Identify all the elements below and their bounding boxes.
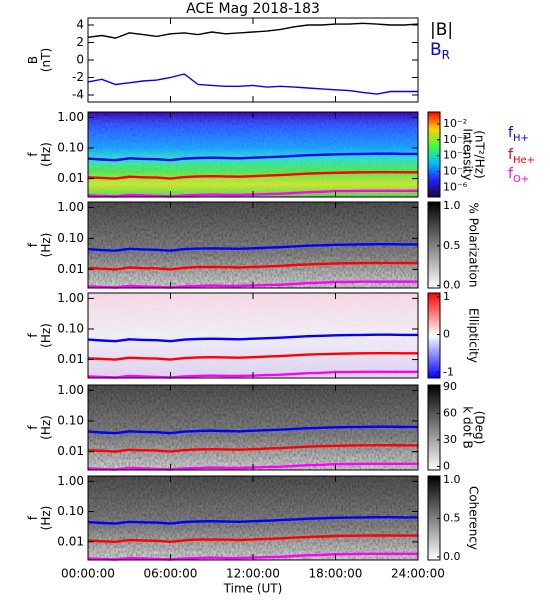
data-line	[87, 425, 418, 435]
y-tick-label: 0.10	[57, 413, 84, 427]
y-axis-label: (nT)	[39, 48, 53, 72]
y-tick-label: 1.00	[57, 383, 84, 397]
y-axis-label: (Hz)	[39, 323, 53, 348]
colorbar-label: % Polarization	[467, 203, 481, 288]
y-axis-label: B	[26, 56, 40, 64]
legend-subscript: R	[442, 48, 450, 62]
colorbar-tick-label: -1	[443, 365, 454, 378]
colorbar-tick-label: 1	[443, 290, 450, 303]
x-tick-label: 12:00:00	[226, 567, 280, 581]
data-line	[87, 534, 418, 544]
data-line	[87, 171, 418, 180]
y-tick-label: 0.01	[57, 534, 84, 548]
data-line	[87, 352, 418, 361]
legend-entry: fH+	[508, 125, 529, 144]
colorbar-label: k dot B	[461, 406, 475, 448]
data-line	[87, 22, 419, 39]
colorbar	[427, 201, 441, 289]
colorbar-label: Intensity	[461, 128, 475, 180]
y-axis-label: (Hz)	[39, 233, 53, 258]
plot-frame	[87, 17, 419, 103]
colorbar-tick-label: 10⁻⁴	[443, 149, 468, 162]
legend-subscript: He+	[513, 155, 535, 166]
y-axis-label: (Hz)	[39, 142, 53, 167]
y-tick-label: 0.10	[57, 231, 84, 245]
colorbar-tick-label: 1.0	[443, 473, 461, 486]
data-line	[87, 516, 418, 525]
y-axis-label: (Hz)	[39, 415, 53, 440]
data-line	[87, 444, 418, 453]
y-axis-label: f	[26, 242, 40, 247]
x-axis-label: Time (UT)	[223, 582, 283, 596]
colorbar	[427, 384, 441, 471]
legend-name: |B|	[430, 20, 453, 40]
legend-name: f	[508, 166, 514, 182]
colorbar-tick-label: 10⁻⁶	[443, 180, 468, 193]
x-tick-label: 06:00:00	[144, 567, 198, 581]
colorbar-tick-label: 0.0	[443, 279, 461, 292]
legend-entry: fHe+	[508, 147, 535, 166]
colorbar-label: (nT²/Hz)	[473, 130, 487, 178]
colorbar-label: Ellipticity	[467, 308, 481, 363]
colorbar-tick-label: 60	[443, 406, 457, 419]
chart-title: ACE Mag 2018-183	[186, 1, 320, 17]
colorbar-label: Coherency	[467, 486, 481, 550]
y-axis-label: f	[26, 425, 40, 430]
y-tick-label: 0.01	[57, 352, 84, 366]
legend-entry: BR	[430, 40, 450, 62]
y-tick-label: 1.00	[57, 110, 84, 124]
data-line	[87, 333, 418, 343]
y-tick-label: 0.01	[57, 444, 84, 458]
data-line	[87, 73, 418, 95]
legend-name: f	[508, 125, 514, 141]
y-tick-label: 2	[76, 35, 84, 49]
colorbar-tick-label: 1.0	[443, 199, 461, 212]
data-line	[87, 152, 418, 162]
legend-name: f	[508, 147, 514, 163]
colorbar-tick-label: 10⁻²	[443, 117, 467, 130]
legend-name: B	[430, 40, 442, 60]
y-axis-label: (Hz)	[39, 506, 53, 531]
y-tick-label: 0.10	[57, 321, 84, 335]
colorbar-label: (Deg)	[473, 411, 487, 445]
colorbar-tick-label: 0	[443, 459, 450, 472]
colorbar-tick-label: 0.0	[443, 550, 461, 563]
legend-entry: |B|	[430, 20, 453, 40]
legend-subscript: O+	[513, 174, 529, 185]
y-tick-label: 0.10	[57, 140, 84, 154]
y-tick-label: 0.01	[57, 171, 84, 185]
y-tick-label: 0.01	[57, 262, 84, 276]
colorbar-tick-label: 30	[443, 433, 457, 446]
colorbar-tick-label: 90	[443, 380, 457, 393]
colorbar-tick-label: 10⁻⁵	[443, 165, 467, 178]
x-tick-label: 24:00:00	[391, 567, 445, 581]
x-tick-label: 00:00:00	[61, 567, 115, 581]
y-tick-label: -4	[72, 88, 84, 102]
colorbar	[427, 111, 441, 198]
data-line	[87, 243, 418, 252]
y-tick-label: 4	[76, 18, 84, 32]
y-tick-label: -2	[72, 70, 84, 84]
colorbar-tick-label: 0	[443, 328, 450, 341]
y-axis-label: f	[26, 333, 40, 338]
y-tick-label: 1.00	[57, 291, 84, 305]
y-tick-label: 0.10	[57, 504, 84, 518]
colorbar-tick-label: 0.5	[443, 511, 461, 524]
y-axis-label: f	[26, 515, 40, 520]
y-axis-label: f	[26, 152, 40, 157]
legend-subscript: H+	[513, 133, 529, 144]
colorbar	[427, 292, 441, 379]
y-tick-label: 0	[76, 53, 84, 67]
y-tick-label: 1.00	[57, 200, 84, 214]
y-tick-label: 1.00	[57, 474, 84, 488]
colorbar-tick-label: 0.5	[443, 239, 461, 252]
colorbar-tick-label: 10⁻³	[443, 133, 467, 146]
data-line	[87, 261, 418, 271]
legend-entry: fO+	[508, 166, 529, 185]
x-tick-label: 18:00:00	[309, 567, 363, 581]
